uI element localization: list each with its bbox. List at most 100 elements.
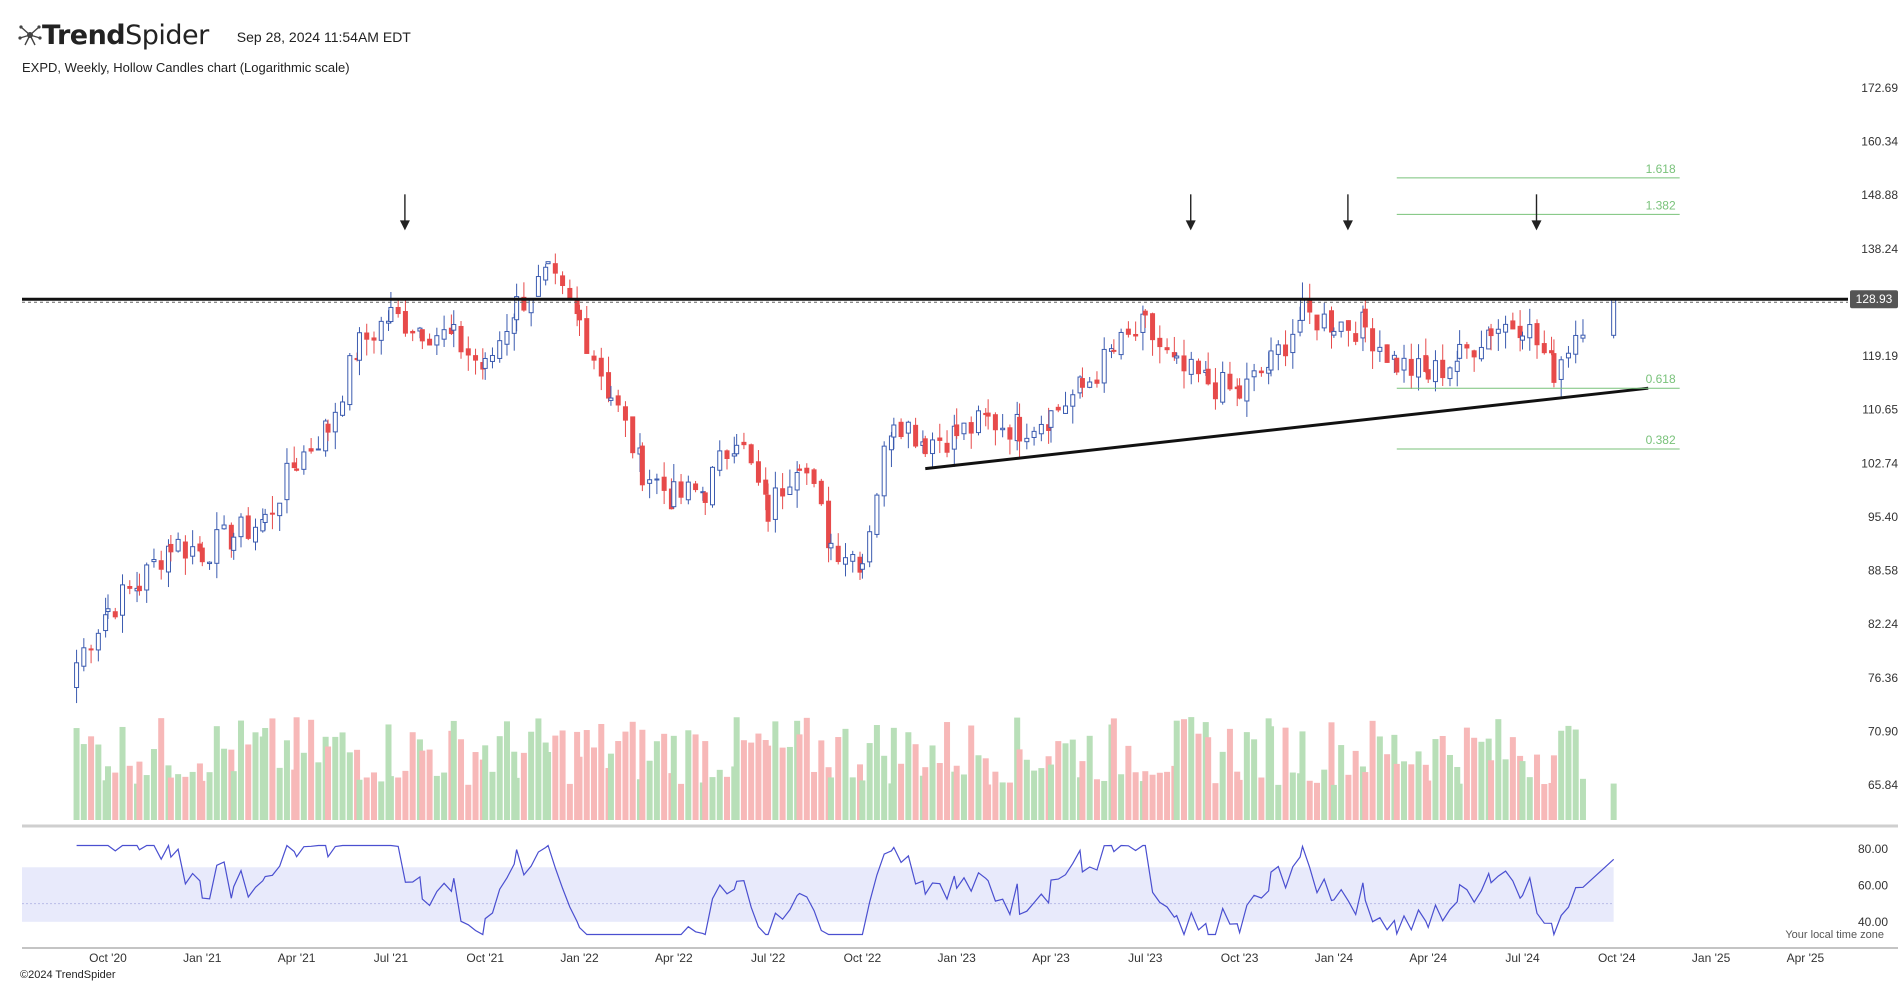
candle-body[interactable] [1079,378,1085,388]
candle-body[interactable] [419,329,425,342]
candle-body[interactable] [591,355,597,361]
candle-body[interactable] [1007,427,1013,440]
candle-body[interactable] [1290,333,1296,354]
candle-body[interactable] [772,487,778,520]
candle-body[interactable] [434,335,440,346]
candle-body[interactable] [702,492,708,503]
candle-body[interactable] [284,462,290,501]
candle-body[interactable] [535,276,541,297]
candle-body[interactable] [552,263,558,274]
candle-body[interactable] [144,564,150,591]
candle-body[interactable] [1181,355,1187,372]
candle-body[interactable] [1094,379,1100,384]
candle-body[interactable] [1212,382,1218,400]
candle-body[interactable] [922,438,928,455]
candle-body[interactable] [190,546,196,557]
candle-body[interactable] [826,500,832,549]
candle-body[interactable] [1611,298,1617,336]
candle-body[interactable] [482,357,488,369]
down-arrow-icon[interactable] [399,220,410,231]
candle-body[interactable] [388,306,394,323]
candle-body[interactable] [577,309,582,321]
candle-body[interactable] [1377,346,1383,352]
candle-body[interactable] [1503,323,1509,333]
candle-body[interactable] [1408,358,1414,376]
candle-body[interactable] [835,545,841,563]
candle-body[interactable] [888,435,894,451]
candle-body[interactable] [741,441,747,446]
candle-body[interactable] [1541,343,1547,354]
candle-body[interactable] [1140,313,1146,333]
candle-body[interactable] [356,332,362,361]
candle-body[interactable] [598,357,604,377]
candle-body[interactable] [231,536,237,551]
candle-body[interactable] [937,437,943,441]
candle-body[interactable] [1321,313,1327,329]
candle-body[interactable] [804,467,810,474]
candle-body[interactable] [88,648,94,651]
timezone-label[interactable]: Your local time zone [1785,929,1884,941]
candle-body[interactable] [1220,371,1226,403]
support-trendline[interactable] [925,386,1649,471]
candle-body[interactable] [245,515,251,539]
candle-body[interactable] [630,416,636,454]
candle-body[interactable] [654,478,660,481]
candle-body[interactable] [1464,344,1470,349]
candle-body[interactable] [661,476,667,491]
candle-body[interactable] [1457,343,1463,359]
candle-body[interactable] [521,296,527,311]
candle-body[interactable] [1478,346,1484,360]
candle-body[interactable] [1000,427,1006,431]
candle-body[interactable] [584,318,590,354]
candle-body[interactable] [1580,334,1586,339]
candle-body[interactable] [647,479,653,484]
candle-body[interactable] [105,608,111,613]
candle-body[interactable] [811,469,817,484]
candle-body[interactable] [1495,328,1501,334]
candle-body[interactable] [881,445,887,497]
candle-body[interactable] [214,529,220,564]
candle-body[interactable] [1111,349,1117,352]
candle-body[interactable] [985,412,991,417]
candle-body[interactable] [891,424,897,438]
candle-body[interactable] [748,444,754,464]
candle-body[interactable] [1258,370,1264,374]
candle-body[interactable] [954,424,960,437]
candle-body[interactable] [717,450,723,471]
candle-body[interactable] [395,307,401,315]
candle-body[interactable] [898,421,904,438]
candle-body[interactable] [859,563,865,570]
candle-body[interactable] [797,468,803,471]
candle-body[interactable] [221,524,227,530]
candle-body[interactable] [1510,320,1516,330]
candle-body[interactable] [120,584,126,616]
down-arrow-icon[interactable] [1531,220,1542,231]
candle-body[interactable] [975,410,981,434]
candle-body[interactable] [402,311,408,334]
candle-body[interactable] [175,538,181,552]
rsi-line[interactable] [76,843,1615,937]
candle-body[interactable] [1297,319,1303,333]
candle-body[interactable] [787,486,793,495]
candle-body[interactable] [473,355,479,361]
candle-body[interactable] [1432,360,1438,383]
candle-body[interactable] [1227,373,1233,390]
candle-body[interactable] [301,451,307,470]
candle-body[interactable] [1157,337,1163,348]
candle-body[interactable] [378,320,384,341]
candle-body[interactable] [136,585,142,592]
candle-body[interactable] [780,488,786,497]
candle-body[interactable] [1338,321,1344,332]
candle-body[interactable] [639,445,645,486]
candle-body[interactable] [364,332,370,340]
candle-body[interactable] [151,559,157,563]
candle-body[interactable] [253,526,259,543]
candle-body[interactable] [1024,437,1030,443]
candle-body[interactable] [458,325,464,353]
candle-body[interactable] [1549,350,1555,354]
candle-body[interactable] [127,586,133,589]
candle-body[interactable] [291,462,297,469]
candle-body[interactable] [332,411,338,433]
candle-body[interactable] [1087,381,1093,388]
candle-body[interactable] [1527,324,1533,339]
